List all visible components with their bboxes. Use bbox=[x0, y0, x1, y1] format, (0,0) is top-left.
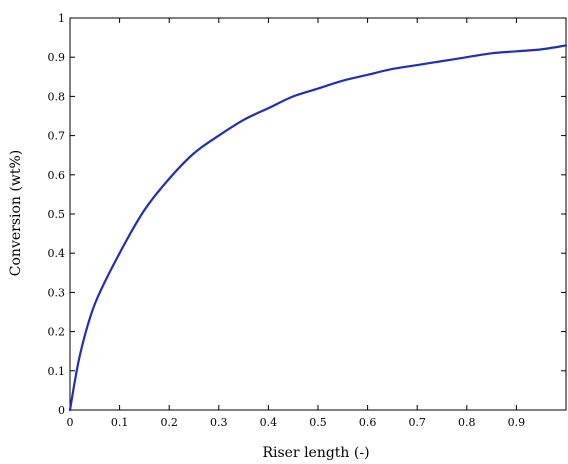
axis-ticks bbox=[70, 18, 566, 410]
plot-box bbox=[70, 18, 566, 410]
plot-frame bbox=[70, 18, 566, 410]
x-tick-label: 0.1 bbox=[111, 416, 129, 429]
x-tick-label: 0 bbox=[67, 416, 74, 429]
x-tick-label: 0.9 bbox=[508, 416, 526, 429]
x-tick-label: 0.8 bbox=[458, 416, 476, 429]
y-tick-label: 0.8 bbox=[48, 90, 66, 103]
y-tick-label: 0.6 bbox=[48, 169, 66, 182]
x-tick-label: 0.5 bbox=[309, 416, 327, 429]
y-tick-label: 0.2 bbox=[48, 326, 66, 339]
x-axis-label: Riser length (-) bbox=[262, 445, 369, 461]
series-layer bbox=[70, 45, 566, 410]
y-axis-label: Conversion (wt%) bbox=[8, 150, 24, 276]
y-tick-label: 0.4 bbox=[48, 247, 66, 260]
y-tick-label: 0 bbox=[58, 404, 65, 417]
conversion-line bbox=[70, 45, 566, 410]
y-tick-label: 0.1 bbox=[48, 365, 66, 378]
y-tick-label: 0.5 bbox=[48, 208, 66, 221]
x-tick-label: 0.7 bbox=[408, 416, 426, 429]
y-tick-label: 1 bbox=[58, 12, 65, 25]
y-tick-label: 0.9 bbox=[48, 51, 66, 64]
y-tick-label: 0.3 bbox=[48, 286, 66, 299]
y-tick-labels: 0 0.1 0.2 0.3 0.4 0.5 0.6 0.7 0.8 0.9 1 bbox=[48, 12, 66, 417]
y-tick-label: 0.7 bbox=[48, 130, 66, 143]
x-tick-label: 0.4 bbox=[260, 416, 278, 429]
x-tick-labels: 0 0.1 0.2 0.3 0.4 0.5 0.6 0.7 0.8 0.9 bbox=[67, 416, 526, 429]
x-tick-label: 0.2 bbox=[160, 416, 178, 429]
x-tick-label: 0.3 bbox=[210, 416, 228, 429]
x-tick-label: 0.6 bbox=[359, 416, 377, 429]
